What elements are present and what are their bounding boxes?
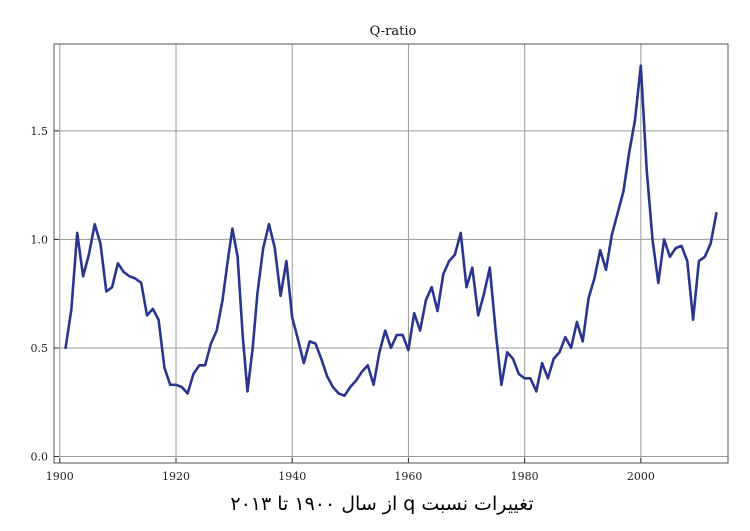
- chart-title: Q-ratio: [370, 24, 417, 39]
- x-tick-label: 1960: [394, 470, 422, 483]
- grid: [54, 44, 728, 463]
- y-tick-label: 0.0: [31, 450, 49, 463]
- x-tick-label: 1900: [46, 470, 74, 483]
- plot-frame: [53, 43, 729, 464]
- x-tick-label: 2000: [627, 470, 655, 483]
- x-tick-label: 1940: [278, 470, 306, 483]
- series-layer: [64, 64, 718, 397]
- x-tick-label: 1920: [162, 470, 190, 483]
- y-tick-label: 1.0: [31, 233, 49, 246]
- chart-caption: تغییرات نسبت q از سال ۱۹۰۰ تا ۲۰۱۳: [230, 493, 533, 515]
- series-line-q-ratio: [64, 64, 718, 397]
- y-tick-label: 1.5: [31, 125, 49, 138]
- x-tick-label: 1980: [511, 470, 539, 483]
- y-tick-label: 0.5: [31, 342, 49, 355]
- axis-ticks: 1900 1920 1940 1960 1980 2000 0.0 0.5 1.0 1.5: [31, 125, 655, 483]
